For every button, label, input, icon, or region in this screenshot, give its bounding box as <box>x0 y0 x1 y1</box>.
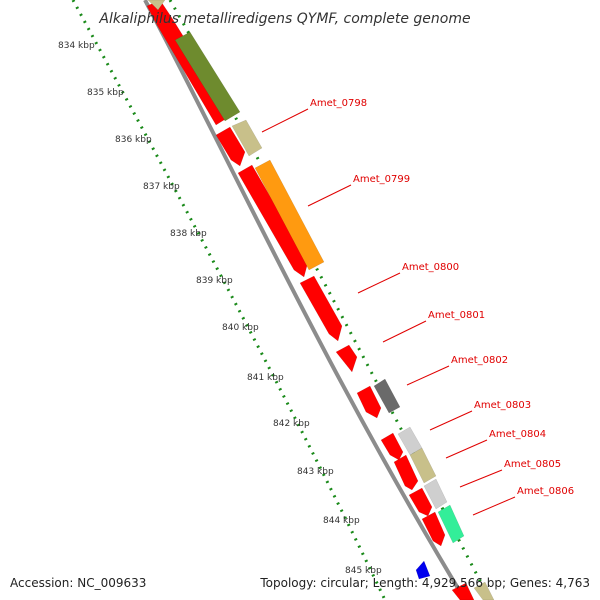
scale-tick-label: 841 kbp <box>247 373 284 383</box>
label-leader-line <box>459 469 503 488</box>
label-leader-line <box>406 365 450 386</box>
cds-arrow <box>335 344 358 373</box>
cds-arrow <box>421 511 446 547</box>
cog-feature <box>231 119 263 157</box>
cog-feature <box>423 478 448 510</box>
gene-label[interactable]: Amet_0799 <box>353 174 410 185</box>
scale-tick-label: 835 kbp <box>87 88 124 98</box>
scale-tick-label: 839 kbp <box>196 276 233 286</box>
gene-label[interactable]: Amet_0804 <box>489 429 546 440</box>
label-leader-line <box>472 496 516 516</box>
label-leader-line <box>357 272 401 294</box>
genome-info-text: Topology: circular; Length: 4,929,566 bp… <box>260 576 590 590</box>
cds-arrow <box>215 126 246 167</box>
cog-feature <box>254 159 325 271</box>
cds-arrow <box>356 385 382 419</box>
scale-tick-label: 840 kbp <box>222 323 259 333</box>
label-leader-line <box>382 320 427 343</box>
scale-tick-label: 837 kbp <box>143 182 180 192</box>
cds-arrow <box>380 432 404 461</box>
scale-tick-label: 845 kbp <box>345 566 382 576</box>
gene-label[interactable]: Amet_0802 <box>451 355 508 366</box>
cog-feature <box>415 560 431 580</box>
backbone-line <box>143 0 467 600</box>
gene-label[interactable]: Amet_0805 <box>504 459 561 470</box>
cds-arrow <box>451 582 475 600</box>
label-leader-line <box>445 439 488 459</box>
cds-arrow <box>299 275 343 342</box>
scale-ticks: 834 kbp 835 kbp 836 kbp 837 kbp 838 kbp 839 k… <box>58 41 382 576</box>
gene-label[interactable]: Amet_0806 <box>517 486 574 497</box>
cds-arrow <box>393 454 419 491</box>
cds-arrow <box>408 487 433 517</box>
cog-feature <box>174 31 241 122</box>
gene-features <box>146 0 495 600</box>
scale-tick-label: 834 kbp <box>58 41 95 51</box>
cog-feature <box>373 378 401 414</box>
map-title: Alkaliphilus metalliredigens QYMF, compl… <box>98 11 470 27</box>
scale-tick-label: 836 kbp <box>115 135 152 145</box>
scale-tick-label: 843 kbp <box>297 467 334 477</box>
cog-feature <box>473 581 495 600</box>
gene-label[interactable]: Amet_0801 <box>428 310 485 321</box>
label-leader-line <box>261 108 309 133</box>
gene-label[interactable]: Amet_0800 <box>402 262 459 273</box>
cog-feature <box>409 447 437 484</box>
cog-feature <box>147 0 166 11</box>
gene-label[interactable]: Amet_0798 <box>310 98 367 109</box>
scale-dotted-line <box>71 0 387 600</box>
gene-labels: Amet_0798 Amet_0799 Amet_0800 Amet_0801 Amet… <box>261 98 574 516</box>
gene-label[interactable]: Amet_0803 <box>474 400 531 411</box>
scale-tick-label: 842 kbp <box>273 419 310 429</box>
scale-tick-label: 844 kbp <box>323 516 360 526</box>
cds-arrow <box>237 164 309 278</box>
cog-feature <box>437 504 465 544</box>
label-leader-line <box>307 184 352 207</box>
accession-text: Accession: NC_009633 <box>10 576 147 590</box>
label-leader-line <box>429 410 473 431</box>
scale-tick-label: 838 kbp <box>170 229 207 239</box>
